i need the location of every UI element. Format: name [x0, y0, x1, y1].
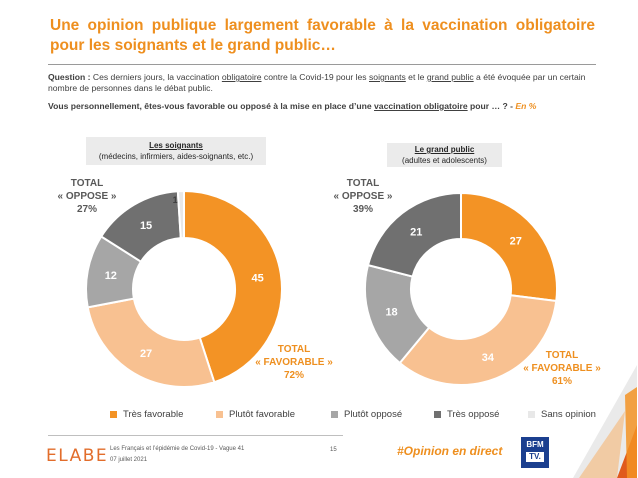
legend-item: Plutôt opposé: [331, 409, 402, 420]
prompt-underline: vaccination obligatoire: [374, 101, 468, 111]
legend-item: Très opposé: [434, 409, 499, 420]
question-underline: obligatoire: [221, 72, 262, 82]
footer-date: 07 juillet 2021: [110, 457, 148, 463]
slice-value-label: 21: [410, 226, 422, 238]
legend-swatch: [110, 411, 117, 418]
legend-label: Très favorable: [123, 409, 184, 420]
slice-value-label: 45: [251, 272, 263, 284]
legend-label: Plutôt opposé: [344, 409, 403, 420]
slice-value-label: 27: [140, 348, 152, 360]
total-line: 27%: [76, 204, 97, 215]
donut-slice: [366, 191, 462, 278]
total-line: 39%: [352, 204, 373, 215]
legend-swatch: [331, 411, 338, 418]
donut-slice: [183, 189, 283, 384]
footer-source: Les Français et l’épidémie de Covid-19 -…: [110, 446, 245, 452]
panel-label-public: Le grand public (adultes et adolescents): [387, 143, 502, 167]
total-oppose-soignants: TOTAL « OPPOSE » 27%: [52, 177, 122, 216]
slice-value-label: 18: [385, 307, 397, 319]
legend-label: Très opposé: [447, 409, 500, 420]
total-oppose-public: TOTAL « OPPOSE » 39%: [328, 177, 398, 216]
question-text: Question : Ces derniers jours, la vaccin…: [48, 72, 600, 94]
slice-value-label: 27: [510, 236, 522, 248]
total-line: TOTAL: [346, 178, 380, 189]
bfm-text: BFM: [526, 440, 544, 449]
total-line: « FAVORABLE »: [255, 357, 333, 368]
panel-title: Le grand public: [414, 145, 475, 154]
prompt-part: Vous personnellement, êtes-vous favorabl…: [48, 101, 375, 111]
donut-slice: [86, 297, 216, 388]
total-line: 72%: [283, 370, 304, 381]
chart-legend: Très favorable Plutôt favorable Plutôt o…: [110, 409, 610, 423]
legend-item: Très favorable: [110, 409, 183, 420]
total-line: « OPPOSE »: [333, 191, 393, 202]
prompt-part: pour … ? -: [467, 101, 516, 111]
panel-subtitle: (adultes et adolescents): [402, 156, 487, 165]
question-part: et le: [405, 72, 427, 82]
slice-value-label: 1: [173, 195, 178, 205]
legend-label: Plutôt favorable: [229, 409, 296, 420]
question-part: a été évoquée par un certain nombre de p…: [48, 72, 586, 93]
donut-slice: [398, 294, 558, 386]
hashtag: #Opinion en direct: [397, 444, 503, 458]
total-line: TOTAL: [70, 178, 104, 189]
donut-slice: [460, 191, 558, 303]
elabe-logo: ELABE: [46, 446, 109, 466]
page-title: Une opinion publique largement favorable…: [50, 17, 595, 54]
slice-value-label: 34: [482, 352, 495, 364]
legend-item: Plutôt favorable: [216, 409, 295, 420]
slice-value-label: 15: [140, 220, 152, 232]
bfmtv-logo: BFM TV.: [521, 437, 549, 468]
total-line: TOTAL: [277, 344, 311, 355]
legend-item: Sans opinion: [528, 409, 596, 420]
legend-swatch: [434, 411, 441, 418]
panel-label-soignants: Les soignants (médecins, infirmiers, aid…: [86, 137, 266, 165]
question-underline: soignants: [369, 72, 406, 82]
legend-swatch: [528, 411, 535, 418]
question-part: contre la Covid-19 pour les: [261, 72, 369, 82]
donut-slice: [176, 189, 185, 240]
question-label: Question :: [48, 72, 91, 82]
page-number: 15: [330, 447, 337, 453]
question-prompt: Vous personnellement, êtes-vous favorabl…: [48, 101, 608, 112]
title-divider: [48, 64, 596, 65]
total-favorable-soignants: TOTAL « FAVORABLE » 72%: [254, 343, 334, 382]
slice-value-label: 12: [105, 270, 117, 282]
legend-label: Sans opinion: [541, 409, 596, 420]
total-line: « FAVORABLE »: [523, 363, 601, 374]
question-part: Ces derniers jours, la vaccination: [90, 72, 222, 82]
question-underline: grand public: [426, 72, 474, 82]
tv-text: TV.: [526, 452, 544, 462]
panel-title: Les soignants: [149, 141, 203, 150]
unit-label: En %: [515, 101, 537, 111]
legend-swatch: [216, 411, 223, 418]
total-favorable-public: TOTAL « FAVORABLE » 61%: [520, 349, 604, 388]
total-line: 61%: [551, 376, 572, 387]
panel-subtitle: (médecins, infirmiers, aides-soignants, …: [98, 152, 254, 161]
footer-divider: [48, 435, 343, 436]
total-line: TOTAL: [545, 350, 579, 361]
brand-triangle-icon: [573, 365, 637, 478]
total-line: « OPPOSE »: [57, 191, 117, 202]
